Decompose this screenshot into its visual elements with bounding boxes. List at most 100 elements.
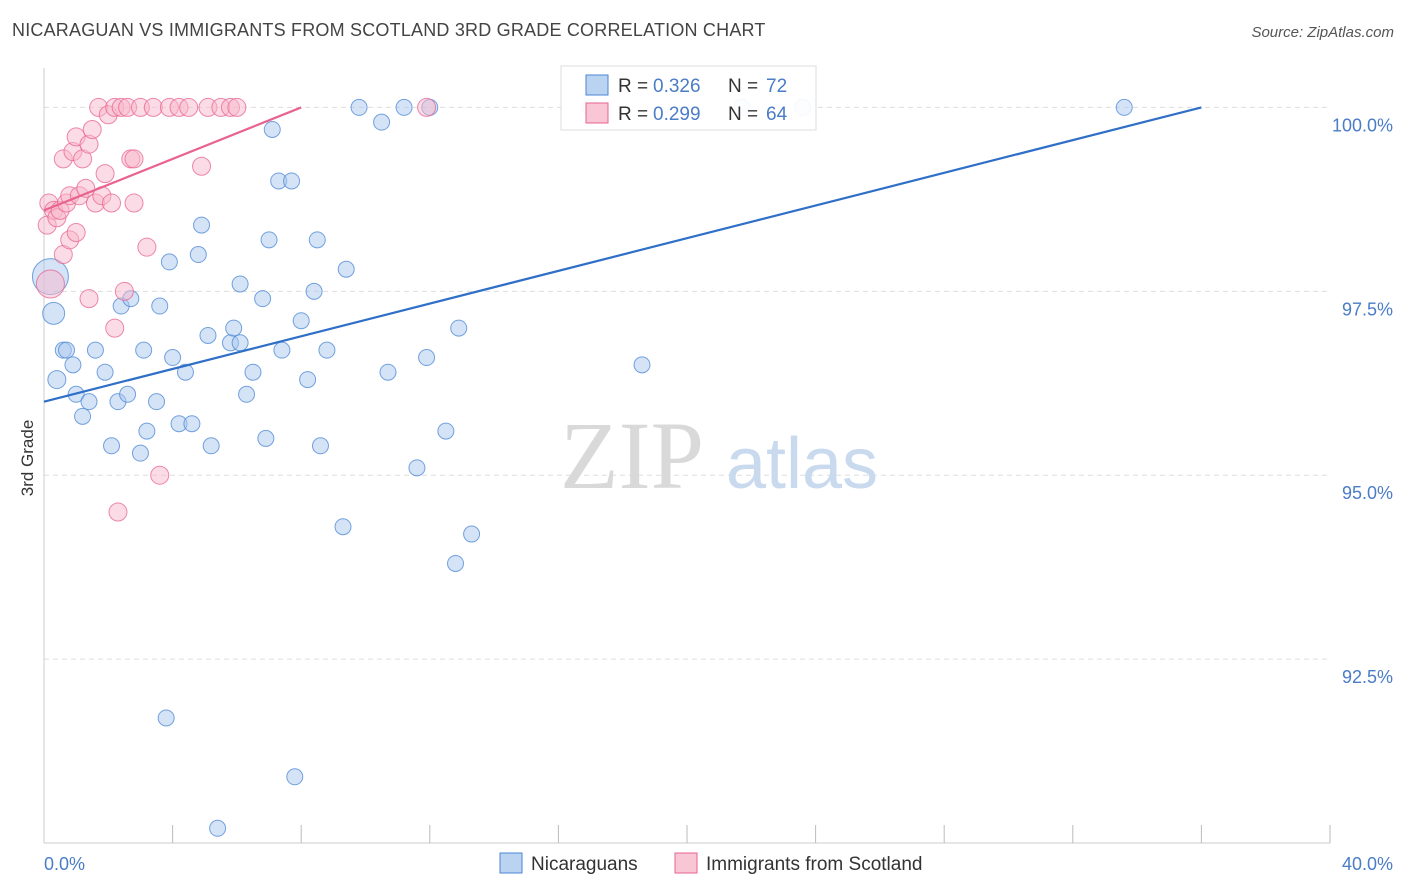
legend-label: Nicaraguans: [531, 854, 638, 875]
nicaraguan-point: [199, 326, 217, 344]
x-tick-label: 0.0%: [44, 854, 85, 874]
nicaraguan-point: [244, 363, 262, 381]
nicaraguan-point: [447, 554, 465, 572]
nicaraguan-point: [260, 231, 278, 249]
scotland-point: [192, 156, 212, 176]
scotland-point: [108, 502, 128, 522]
nicaraguan-point: [160, 253, 178, 271]
y-tick-label: 95.0%: [1342, 483, 1393, 503]
scotland-point: [137, 237, 157, 257]
stats-r-label: R =: [618, 76, 648, 97]
stats-n-label: N =: [728, 76, 758, 97]
nicaraguan-point: [350, 98, 368, 116]
y-tick-label: 92.5%: [1342, 667, 1393, 687]
nicaraguan-trend-line: [43, 106, 1202, 403]
stats-swatch: [585, 74, 609, 96]
nicaraguan-point: [64, 356, 82, 374]
axes: 100.0% 97.5% 95.0% 92.5% 0.0% 40.0%: [43, 68, 1393, 874]
nicaraguan-point: [238, 385, 256, 403]
nicaraguan-point: [408, 459, 426, 477]
nicaraguan-point: [292, 312, 310, 330]
y-tick-label: 100.0%: [1332, 115, 1393, 135]
nicaraguan-point: [119, 385, 137, 403]
scotland-point: [82, 119, 102, 139]
nicaraguan-point: [231, 275, 249, 293]
scotland-point: [417, 97, 437, 117]
scotland-point: [179, 97, 199, 117]
nicaraguan-point: [80, 393, 98, 411]
nicaraguan-point: [305, 282, 323, 300]
nicaraguan-point: [183, 415, 201, 433]
nicaraguan-point: [225, 319, 243, 337]
stats-n-value: 72: [766, 76, 787, 97]
nicaraguan-point: [263, 120, 281, 138]
nicaraguan-point: [151, 297, 169, 315]
scotland-trend-line: [43, 106, 302, 212]
stats-r-label: R =: [618, 104, 648, 125]
legend-swatch: [674, 852, 698, 874]
x-tick-label: 40.0%: [1342, 854, 1393, 874]
nicaraguan-point: [231, 334, 249, 352]
nicaraguan-point: [373, 113, 391, 131]
nicaraguan-point: [189, 246, 207, 264]
nicaraguan-point: [193, 216, 211, 234]
nicaraguan-point: [209, 819, 227, 837]
nicaraguan-point: [47, 370, 67, 390]
nicaraguan-point: [103, 437, 121, 455]
nicaraguan-point: [450, 319, 468, 337]
nicaraguan-point: [395, 98, 413, 116]
nicaraguan-point: [273, 341, 291, 359]
scotland-point: [124, 193, 144, 213]
scotland-point: [143, 97, 163, 117]
scotland-point: [79, 289, 99, 309]
chart-title: NICARAGUAN VS IMMIGRANTS FROM SCOTLAND 3…: [12, 20, 766, 40]
nicaraguan-point: [148, 393, 166, 411]
stats-n-value: 64: [766, 104, 788, 125]
scotland-point: [95, 164, 115, 184]
nicaraguan-point: [337, 260, 355, 278]
legend-swatch: [499, 852, 523, 874]
nicaraguan-point: [334, 518, 352, 536]
y-axis-label: 3rd Grade: [18, 420, 37, 497]
stats-n-label: N =: [728, 104, 758, 125]
nicaraguan-point: [202, 437, 220, 455]
nicaraguan-point: [58, 341, 76, 359]
scotland-point: [35, 269, 65, 299]
nicaraguan-point: [463, 525, 481, 543]
nicaraguan-point: [138, 422, 156, 440]
nicaraguan-point: [1115, 98, 1133, 116]
nicaraguan-point: [96, 363, 114, 381]
nicaraguan-point: [308, 231, 326, 249]
bottom-legend: Nicaraguans Immigrants from Scotland: [499, 852, 922, 875]
watermark: ZIP atlas: [560, 402, 878, 509]
nicaraguan-point: [311, 437, 329, 455]
nicaraguan-point: [135, 341, 153, 359]
nicaraguan-point: [633, 356, 651, 374]
nicaraguan-point: [42, 301, 66, 325]
scotland-point: [114, 281, 134, 301]
legend-label: Immigrants from Scotland: [706, 854, 922, 875]
nicaraguan-point: [379, 363, 397, 381]
nicaraguan-point: [318, 341, 336, 359]
nicaraguan-point: [299, 371, 317, 389]
stats-r-value: 0.326: [653, 76, 701, 97]
nicaraguan-point: [74, 407, 92, 425]
trend-lines: [43, 106, 1202, 403]
scotland-point: [102, 193, 122, 213]
scotland-point: [105, 318, 125, 338]
nicaraguan-point: [437, 422, 455, 440]
stats-swatch: [585, 102, 609, 124]
nicaraguan-point: [286, 768, 304, 786]
nicaraguan-point: [131, 444, 149, 462]
nicaraguan-point: [257, 429, 275, 447]
scotland-point: [150, 465, 170, 485]
chart-source: Source: ZipAtlas.com: [1251, 24, 1394, 41]
nicaraguan-point: [418, 349, 436, 367]
stats-r-value: 0.299: [653, 104, 701, 125]
nicaraguan-point: [164, 349, 182, 367]
nicaraguan-point: [254, 290, 272, 308]
watermark-zip: ZIP: [560, 402, 704, 509]
nicaraguan-point: [283, 172, 301, 190]
scotland-point: [227, 97, 247, 117]
